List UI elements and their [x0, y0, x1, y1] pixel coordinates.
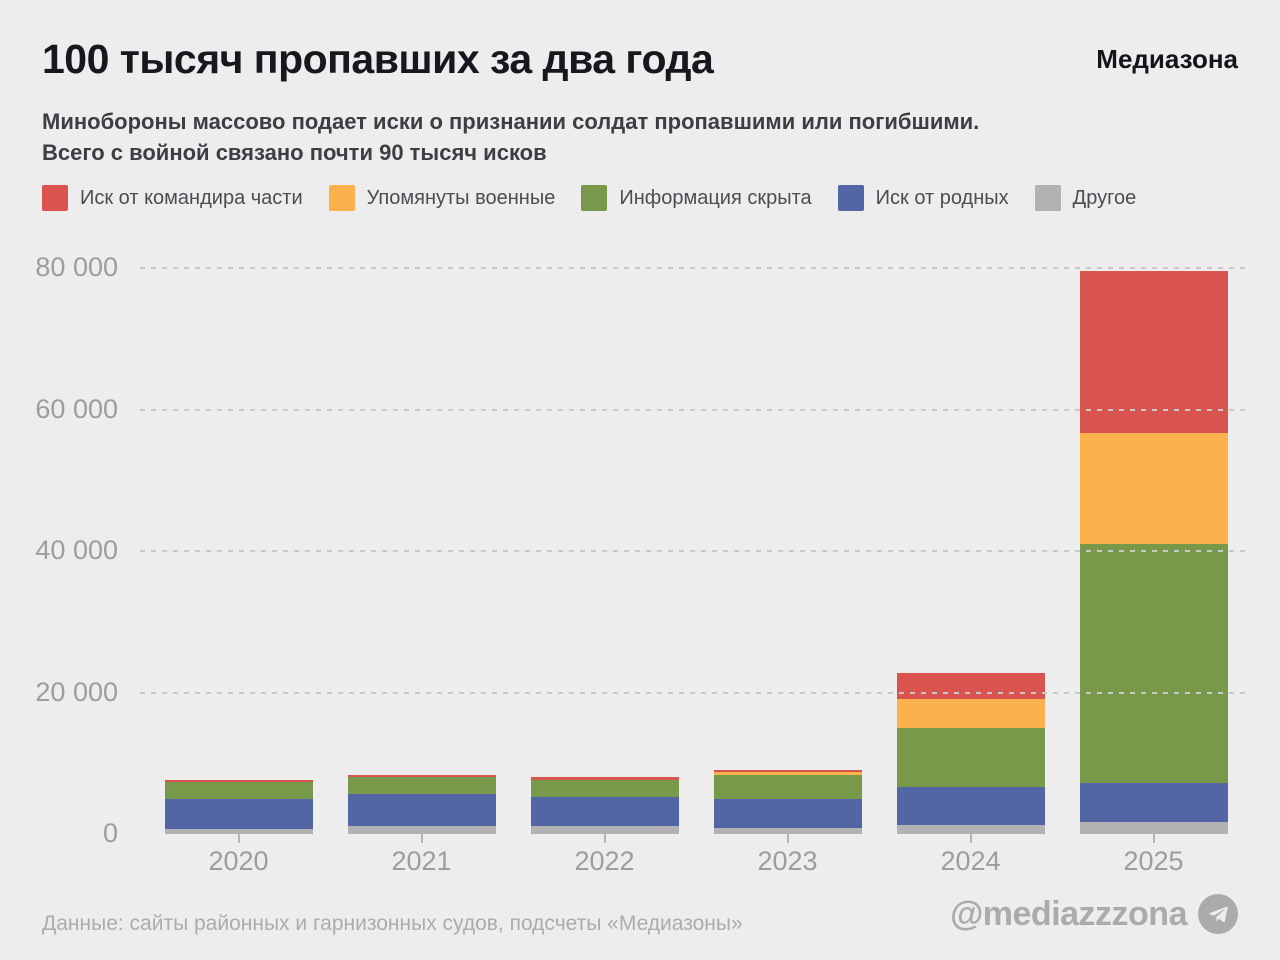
- bar-segment: [530, 777, 679, 780]
- bar-segment: [530, 826, 679, 834]
- gridline: [140, 550, 1246, 552]
- bar-segment: [896, 672, 1045, 699]
- bar-segment: [164, 780, 313, 783]
- data-source-note: Данные: сайты районных и гарнизонных суд…: [42, 912, 743, 935]
- bar-slot: [696, 769, 879, 834]
- legend-item: Информация скрыта: [581, 185, 812, 211]
- bar-segment: [896, 698, 1045, 728]
- gridline: [140, 691, 1246, 694]
- x-axis-tick: [420, 834, 423, 843]
- x-axis-slot: 2021: [330, 834, 513, 877]
- bar-segment: [1079, 783, 1228, 822]
- bar-segment: [530, 796, 679, 827]
- y-axis-label: 80 000: [35, 252, 118, 282]
- x-axis-slot: 2025: [1062, 834, 1245, 877]
- bar-segment: [896, 786, 1045, 825]
- telegram-plane-icon: [1198, 894, 1238, 934]
- telegram-handle-text: @mediazzzona: [950, 894, 1187, 933]
- legend-swatch: [42, 185, 68, 211]
- bar-segment: [347, 826, 496, 834]
- x-axis-slot: 2020: [147, 834, 330, 877]
- bar-slot: [147, 780, 330, 834]
- bar-segment: [347, 775, 496, 778]
- legend-item-label: Иск от командира части: [80, 186, 303, 209]
- x-axis-tick: [969, 834, 972, 843]
- x-axis: 2020 2021 2022 2023 2024 2025: [147, 834, 1245, 877]
- bar-segment: [1079, 544, 1228, 784]
- bar-segment: [713, 828, 862, 834]
- bar-segment: [530, 779, 679, 797]
- bar-segment: [1079, 270, 1228, 433]
- bar-segment: [347, 777, 496, 795]
- bar-segment: [896, 727, 1045, 787]
- subtitle-line-1: Минобороны массово подает иски о признан…: [42, 109, 980, 134]
- legend-swatch: [328, 185, 355, 211]
- stacked-bar-2023: [713, 769, 862, 834]
- bar-segment: [713, 771, 862, 776]
- y-axis-label: 40 000: [35, 535, 118, 565]
- x-axis-label: 2023: [757, 846, 818, 876]
- legend-swatch: [581, 185, 608, 211]
- bar-slot: [879, 672, 1062, 834]
- x-axis-label: 2020: [208, 846, 269, 876]
- legend-swatch: [1034, 185, 1061, 211]
- legend-item-label: Иск от родных: [875, 186, 1009, 209]
- subtitle-line-2: Всего с войной связано почти 90 тысяч ис…: [42, 140, 547, 165]
- stacked-bar-2024: [896, 672, 1045, 834]
- x-axis-slot: 2024: [879, 834, 1062, 877]
- bar-segment: [164, 799, 313, 829]
- mediazona-logo: Медиазона: [1096, 44, 1238, 74]
- y-axis-label: 60 000: [35, 393, 118, 424]
- x-axis-label: 2024: [940, 846, 1001, 876]
- legend-swatch: [837, 185, 864, 211]
- stacked-bar-2021: [347, 775, 496, 834]
- bar-segment: [713, 798, 862, 829]
- gridline: [140, 267, 1246, 269]
- stacked-bar-2025: [1079, 270, 1228, 834]
- y-axis-label: 0: [102, 818, 118, 848]
- legend-item: Другое: [1034, 185, 1137, 211]
- bar-slot: [1062, 270, 1245, 834]
- bar-segment: [1079, 432, 1228, 545]
- x-axis-tick: [603, 834, 606, 843]
- bar-segment: [713, 769, 862, 772]
- bar-segment: [713, 775, 862, 799]
- stacked-bar-2020: [164, 780, 313, 834]
- gridline: [140, 408, 1246, 411]
- x-axis-tick: [237, 834, 240, 843]
- bars-area: [147, 268, 1245, 834]
- subtitle: Минобороны массово подает иски о признан…: [42, 106, 979, 168]
- x-axis-label: 2022: [574, 846, 635, 876]
- y-axis-label: 20 000: [35, 676, 118, 707]
- bar-segment: [896, 824, 1045, 834]
- legend-item-label: Информация скрыта: [619, 186, 812, 209]
- stacked-bar-2022: [530, 777, 679, 834]
- legend-item-label: Другое: [1072, 186, 1137, 209]
- bar-segment: [164, 782, 313, 800]
- page-title: 100 тысяч пропавших за два года: [42, 36, 714, 82]
- bar-slot: [330, 775, 513, 834]
- legend-item-label: Упомянуты военные: [366, 186, 556, 209]
- x-axis-label: 2021: [391, 846, 452, 876]
- bar-segment: [1079, 822, 1228, 834]
- x-axis-tick: [786, 834, 789, 843]
- x-axis-slot: 2022: [513, 834, 696, 877]
- telegram-handle: @mediazzzona: [950, 894, 1238, 934]
- x-axis-tick: [1152, 834, 1155, 843]
- x-axis-slot: 2023: [696, 834, 879, 877]
- legend: Иск от командира части Упомянуты военные И…: [42, 185, 1136, 211]
- legend-item: Иск от командира части: [42, 185, 303, 211]
- legend-item: Упомянуты военные: [328, 185, 556, 211]
- bar-slot: [513, 777, 696, 834]
- legend-item: Иск от родных: [837, 185, 1009, 211]
- bar-segment: [347, 794, 496, 827]
- x-axis-label: 2025: [1123, 846, 1184, 876]
- bar-segment: [164, 829, 313, 834]
